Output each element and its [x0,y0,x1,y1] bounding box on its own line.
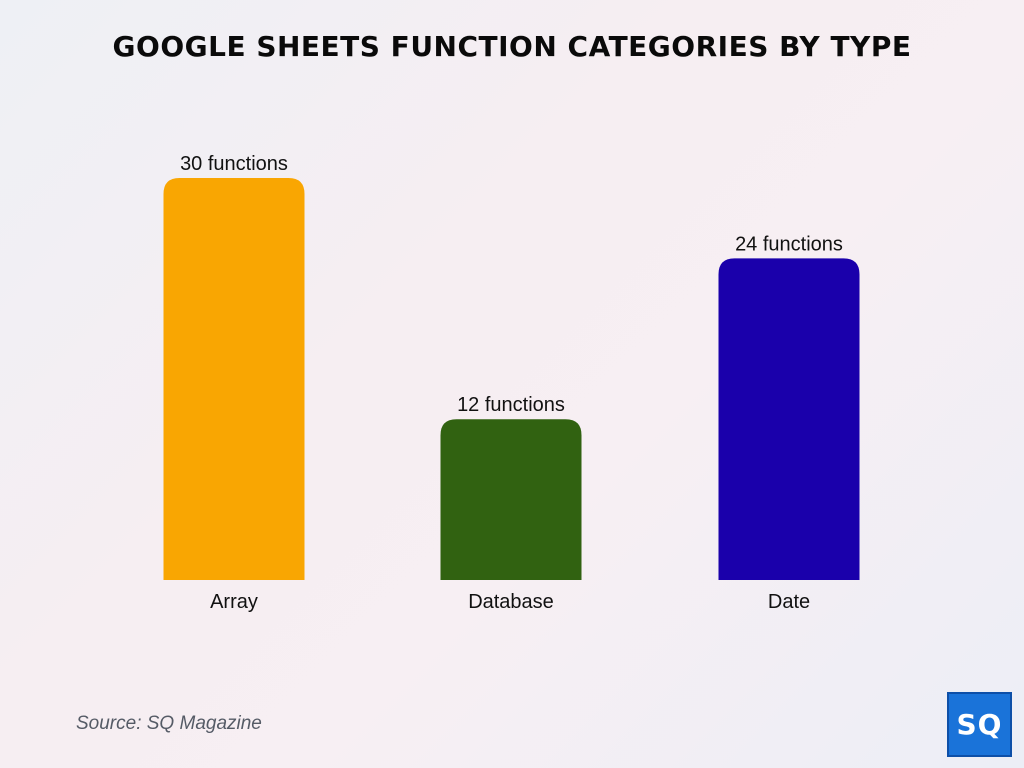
chart-title: GOOGLE SHEETS FUNCTION CATEGORIES BY TYP… [112,30,912,63]
sq-magazine-logo: SQ [947,692,1012,757]
logo-text: SQ [956,708,1003,741]
category-label-array: Array [210,591,258,613]
data-label-date: 24 functions [735,233,843,255]
category-label-date: Date [768,591,810,613]
category-label-database: Database [468,591,554,613]
bar-array [163,178,305,580]
source-note: Source: SQ Magazine [76,713,262,734]
data-label-array: 30 functions [180,153,288,175]
data-label-database: 12 functions [457,394,565,416]
bar-date [718,258,860,580]
bar-database [440,419,582,580]
